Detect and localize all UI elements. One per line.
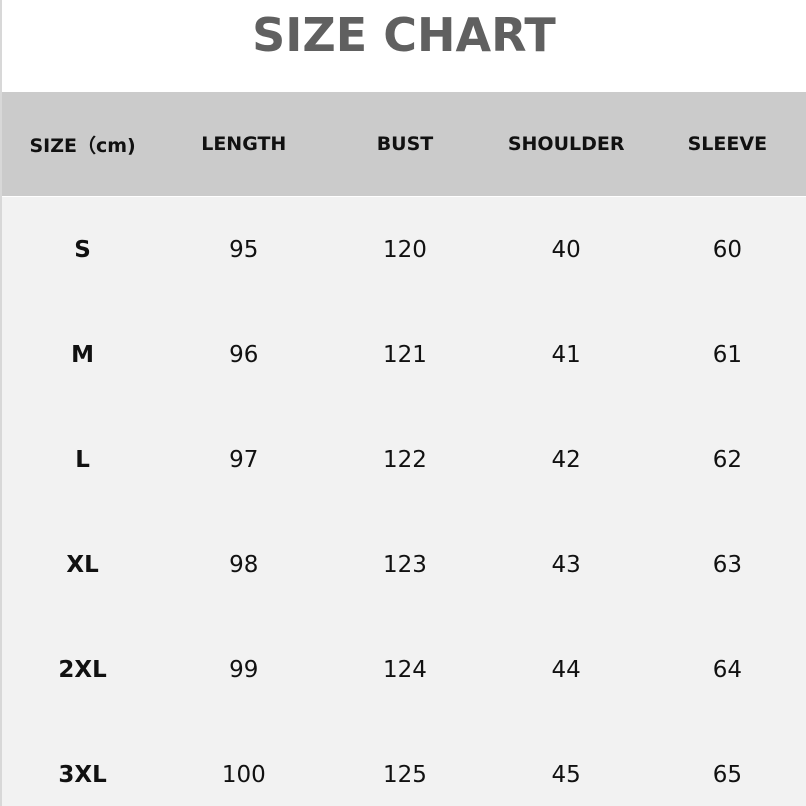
cell-shoulder: 44 [551, 657, 581, 683]
cell-sleeve: 60 [712, 237, 742, 263]
cell-bust: 122 [383, 447, 427, 473]
cell-sleeve: 64 [712, 657, 742, 683]
cell-bust: 125 [383, 762, 427, 788]
cell-length: 98 [229, 552, 259, 578]
cell-bust: 124 [383, 657, 427, 683]
cell-sleeve: 61 [712, 342, 742, 368]
cell-size: 2XL [58, 657, 107, 683]
cell-shoulder: 41 [551, 342, 581, 368]
cell-length: 97 [229, 447, 259, 473]
cell-bust: 123 [383, 552, 427, 578]
table-row: 3XL 100 125 45 65 [2, 760, 806, 790]
table-row: L 97 122 42 62 [2, 445, 806, 475]
cell-sleeve: 63 [712, 552, 742, 578]
cell-length: 95 [229, 237, 259, 263]
cell-sleeve: 62 [712, 447, 742, 473]
header-length: LENGTH [201, 133, 287, 155]
cell-length: 96 [229, 342, 259, 368]
chart-title: SIZE CHART [252, 8, 556, 62]
header-bust: BUST [376, 133, 434, 155]
cell-shoulder: 45 [551, 762, 581, 788]
table-row: M 96 121 41 61 [2, 340, 806, 370]
cell-shoulder: 40 [551, 237, 581, 263]
cell-bust: 121 [383, 342, 427, 368]
cell-size: M [71, 342, 95, 368]
cell-size: L [75, 447, 90, 473]
header-shoulder: SHOULDER [507, 133, 625, 155]
cell-length: 99 [229, 657, 259, 683]
cell-length: 100 [221, 762, 266, 788]
header-sleeve: SLEEVE [687, 133, 768, 155]
header-size: SIZE（cm) [29, 134, 136, 157]
table-row: 2XL 99 124 44 64 [2, 655, 806, 685]
table-body [2, 197, 806, 806]
cell-shoulder: 42 [551, 447, 581, 473]
cell-shoulder: 43 [551, 552, 581, 578]
table-header: SIZE（cm) LENGTH BUST SHOULDER SLEEVE [2, 92, 806, 196]
cell-sleeve: 65 [712, 762, 742, 788]
cell-bust: 120 [383, 237, 427, 263]
cell-size: XL [66, 552, 99, 578]
cell-size: 3XL [58, 762, 107, 788]
cell-size: S [74, 237, 91, 263]
table-row: XL 98 123 43 63 [2, 550, 806, 580]
table-row: S 95 120 40 60 [2, 235, 806, 265]
